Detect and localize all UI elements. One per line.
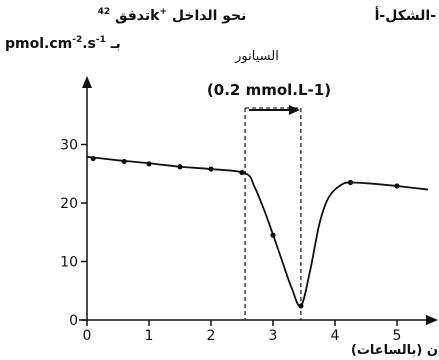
annotation-concentration: (0.2 mmol.L-1) [207, 81, 331, 99]
x-tick-label-1: 1 [145, 328, 154, 344]
x-tick-label-0: 0 [83, 328, 92, 344]
y-tick-label-30: 30 [60, 138, 78, 154]
x-tick-label-3: 3 [269, 328, 278, 344]
annotation-name: السيانور [234, 49, 279, 64]
data-point-6 [270, 232, 276, 238]
x-tick-label-4: 4 [331, 328, 340, 344]
data-point-4 [208, 166, 214, 172]
x-tick-label-5: 5 [393, 328, 402, 344]
data-point-3 [177, 164, 183, 170]
data-point-8 [347, 179, 354, 186]
x-axis-arrow [426, 315, 438, 325]
y-axis-title-line1: تدفق 42 k+ نحو الداخل [98, 7, 247, 24]
window-arrow-head [288, 105, 300, 115]
data-point-7 [298, 303, 304, 309]
data-point-2 [146, 161, 152, 167]
figure-label: الشكل-أ- [375, 6, 437, 24]
data-point-1 [121, 158, 127, 165]
ticks: 0 10 20 30 0 1 2 3 4 5 [60, 138, 401, 345]
axes [79, 76, 438, 325]
data-point-5 [239, 169, 245, 176]
plot-area [86, 155, 429, 309]
x-tick-label-2: 2 [207, 328, 216, 344]
y-tick-label-0: 0 [69, 313, 78, 329]
series-line [86, 155, 429, 308]
y-axis-arrow [82, 76, 92, 88]
x-axis-title: ن (بالساعات) [351, 343, 438, 358]
data-point-9 [394, 183, 400, 189]
treatment-window [244, 105, 302, 320]
y-tick-label-10: 10 [60, 255, 78, 271]
y-tick-label-20: 20 [60, 196, 78, 212]
y-axis-title-line2: pmol.cm-2.s-1 بـ [5, 35, 121, 52]
data-point-0 [90, 155, 96, 162]
